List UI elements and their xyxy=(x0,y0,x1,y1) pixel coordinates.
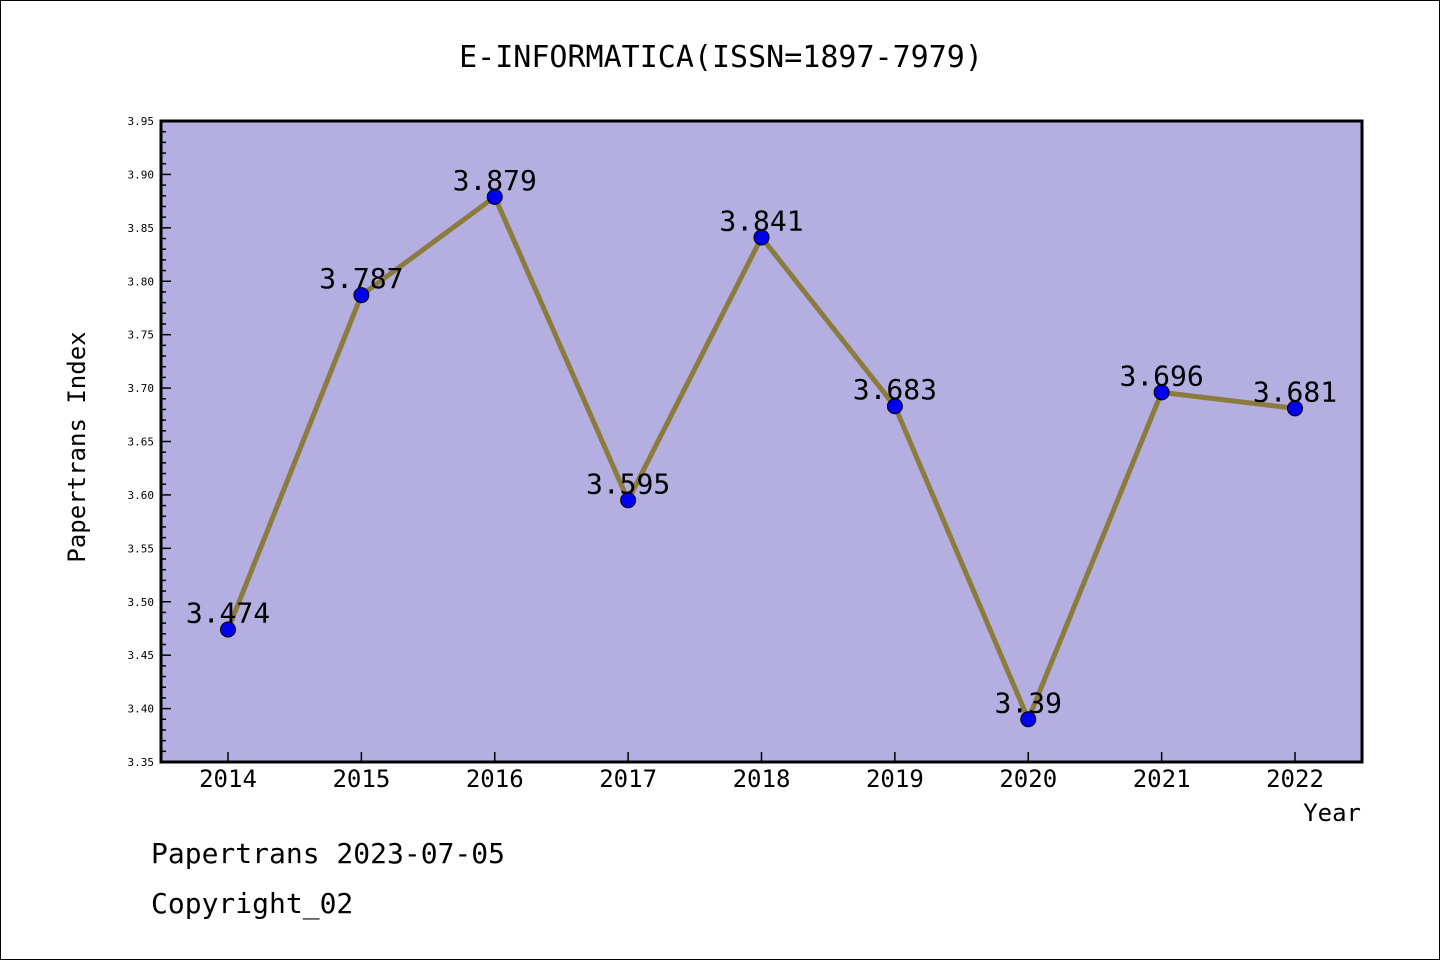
y-tick-label: 3.40 xyxy=(128,703,155,716)
footer-date: Papertrans 2023-07-05 xyxy=(151,837,506,870)
data-series: 3.474 3.787 3.879 3.595 3.841 3.683 3.39 3.696 3… xyxy=(186,164,1337,728)
y-tick-label: 3.60 xyxy=(128,489,155,502)
data-point xyxy=(1153,384,1170,401)
y-tick-label: 3.50 xyxy=(128,596,155,609)
y-tick-label: 3.70 xyxy=(128,382,155,395)
x-tick-label: 2021 xyxy=(1133,765,1191,793)
data-point xyxy=(486,188,503,205)
y-tick-label: 3.35 xyxy=(128,756,155,769)
y-tick-label: 3.80 xyxy=(128,275,155,288)
x-axis-label: Year xyxy=(1303,799,1361,827)
x-tick-label: 2015 xyxy=(332,765,390,793)
data-label: 3.681 xyxy=(1253,375,1337,408)
x-tick-label: 2016 xyxy=(466,765,524,793)
data-point xyxy=(886,398,903,415)
data-label: 3.474 xyxy=(186,597,270,630)
data-point xyxy=(753,229,770,246)
y-tick-label: 3.75 xyxy=(128,329,155,342)
data-label: 3.683 xyxy=(853,373,937,406)
y-tick-label: 3.95 xyxy=(128,115,155,128)
data-label: 3.841 xyxy=(719,204,803,237)
plot-area xyxy=(161,121,1362,762)
x-tick-label: 2022 xyxy=(1266,765,1324,793)
y-tick-label: 3.85 xyxy=(128,222,155,235)
data-label: 3.787 xyxy=(319,262,403,295)
x-axis: 2014 2015 2016 2017 2018 2019 2020 2021 2022 xyxy=(199,752,1324,793)
data-label: 3.879 xyxy=(453,164,537,197)
y-axis-label: Papertrans Index xyxy=(63,331,91,562)
y-axis: 3.35 3.40 3.45 3.50 3.55 3.60 3.65 3.70 3.75 3.80… xyxy=(128,115,171,769)
y-tick-label: 3.90 xyxy=(128,168,155,181)
y-tick-label: 3.65 xyxy=(128,436,155,449)
data-point xyxy=(620,492,637,509)
data-label: 3.595 xyxy=(586,467,670,500)
data-label: 3.696 xyxy=(1119,359,1203,392)
chart-title: E-INFORMATICA(ISSN=1897-7979) xyxy=(459,40,983,75)
x-tick-label: 2020 xyxy=(999,765,1057,793)
x-tick-label: 2017 xyxy=(599,765,657,793)
data-point xyxy=(220,621,236,638)
y-tick-label: 3.45 xyxy=(128,649,155,662)
data-point xyxy=(1020,711,1037,728)
data-label: 3.39 xyxy=(995,686,1062,719)
x-tick-label: 2018 xyxy=(733,765,791,793)
x-tick-label: 2019 xyxy=(866,765,924,793)
footer-copyright: Copyright_02 xyxy=(151,887,354,920)
x-tick-label: 2014 xyxy=(199,765,257,793)
y-tick-label: 3.55 xyxy=(128,542,155,555)
plot-border xyxy=(159,119,1364,764)
data-point xyxy=(1287,400,1303,417)
data-point xyxy=(353,287,370,304)
